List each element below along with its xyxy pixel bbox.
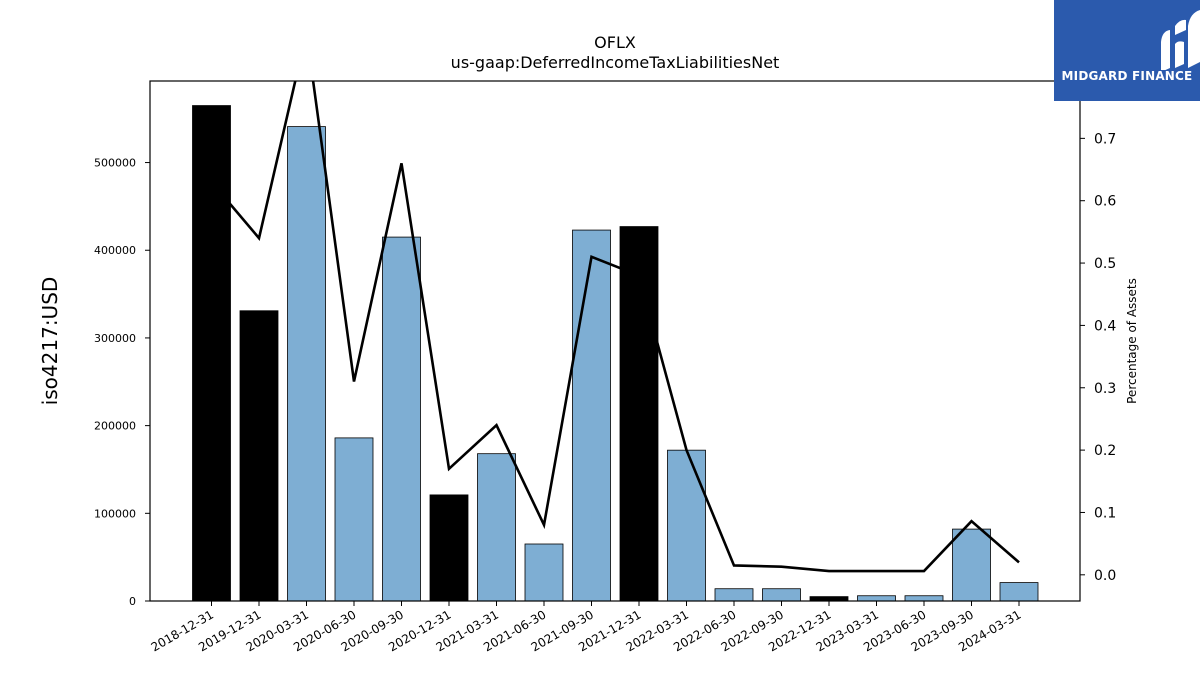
y-tick-label: 200000	[94, 420, 136, 433]
bar-2023-09-30	[952, 528, 991, 602]
brand-logo: MIDGARD FINANCE	[1054, 0, 1200, 101]
y2-tick-label: 0.1	[1094, 505, 1116, 521]
y-tick-label: 0	[129, 595, 136, 608]
bar-group	[192, 105, 1039, 602]
bar-2020-12-31	[429, 494, 469, 602]
chart-title: OFLX	[594, 33, 636, 52]
y-axis-label: iso4217:USD	[38, 277, 62, 406]
y-tick-label: 100000	[94, 507, 136, 520]
bar-2021-12-31	[619, 226, 659, 602]
bar-2022-06-30	[714, 588, 754, 602]
y2-tick-label: 0.7	[1094, 131, 1116, 147]
y2-tick-label: 0.2	[1094, 443, 1116, 459]
bar-2022-12-31	[809, 596, 849, 602]
y2-tick-label: 0.3	[1094, 381, 1116, 397]
y2-tick-label: 0.0	[1094, 568, 1116, 584]
bar-2022-09-30	[762, 588, 801, 602]
y2-tick-label: 0.4	[1094, 318, 1116, 334]
right-axis: 0.0 0.1 0.2 0.3 0.4 0.5 0.6 0.7	[1080, 131, 1116, 584]
bar-2020-09-30	[382, 236, 421, 602]
bar-2022-03-31	[667, 449, 706, 602]
y2-tick-label: 0.6	[1094, 194, 1116, 210]
bar-2020-06-30	[334, 437, 374, 602]
left-axis: 0 100000 200000 300000 400000 500000	[94, 157, 150, 608]
bar-2018-12-31	[192, 105, 231, 602]
chart-subtitle: us-gaap:DeferredIncomeTaxLiabilitiesNet	[451, 53, 780, 72]
brand-name: MIDGARD FINANCE	[1061, 69, 1193, 83]
bar-2024-03-31	[999, 582, 1039, 602]
bar-2023-06-30	[904, 595, 944, 602]
bar-2021-06-30	[524, 543, 564, 602]
y2-tick-label: 0.5	[1094, 256, 1116, 272]
plot-frame	[149, 80, 1081, 602]
bar-2021-09-30	[572, 229, 611, 602]
bar-2020-03-31	[287, 126, 326, 602]
x-axis: 2018-12-312019-12-312020-03-312020-06-30…	[149, 601, 1024, 654]
bar-2023-03-31	[857, 595, 896, 602]
bar-2019-12-31	[239, 310, 279, 602]
midgard-m-logo-icon	[1161, 10, 1200, 70]
percentage-line	[210, 81, 1020, 573]
percentage-line-group	[210, 81, 1020, 573]
y-tick-label: 300000	[94, 332, 136, 345]
bar-2021-03-31	[477, 453, 516, 602]
y2-axis-label: Percentage of Assets	[1125, 278, 1139, 404]
y-tick-label: 500000	[94, 157, 136, 170]
y-tick-label: 400000	[94, 244, 136, 257]
